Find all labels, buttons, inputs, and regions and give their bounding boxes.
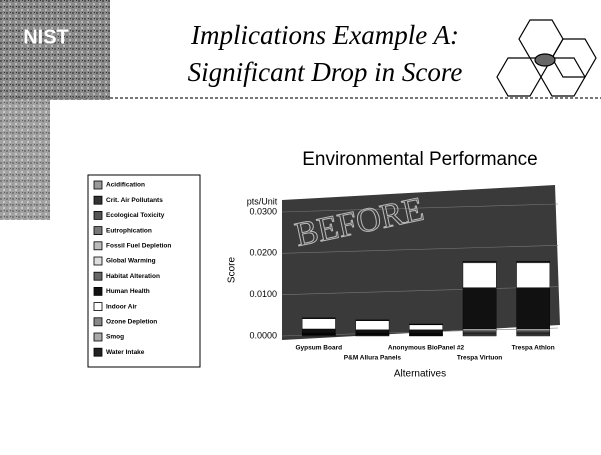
legend-label: Crit. Air Pollutants [106, 197, 163, 204]
legend [87, 174, 201, 368]
x-tick-label: Anonymous BioPanel #2 [388, 345, 465, 352]
legend-label: Water Intake [106, 349, 145, 356]
legend-label: Global Warming [106, 258, 156, 265]
y-unit: pts/Unit [247, 196, 278, 206]
legend-swatch [93, 226, 103, 236]
x-axis-label: Alternatives [394, 369, 446, 380]
hexagon-icon [496, 19, 597, 97]
legend-label: Ozone Depletion [106, 319, 157, 326]
bar-segment [516, 260, 551, 263]
legend-label: Fossil Fuel Depletion [106, 243, 171, 250]
logo: NIST [23, 26, 69, 48]
legend-label: Human Health [106, 288, 150, 295]
grid-line [281, 245, 559, 254]
side-strip [0, 100, 50, 220]
slide-title: Implications Example A: [190, 20, 459, 50]
legend-swatch [93, 180, 103, 190]
y-axis-label: Score [227, 257, 238, 284]
legend-swatch [93, 256, 103, 266]
legend-swatch [93, 210, 103, 220]
bar-segment [462, 260, 497, 263]
legend-swatch [93, 195, 103, 205]
bar-segment [355, 329, 390, 334]
legend-label: Ecological Toxicity [106, 212, 165, 219]
bar-segment [516, 287, 551, 330]
legend-swatch [93, 271, 103, 281]
bar-segment [301, 318, 336, 330]
legend-label: Habitat Alteration [106, 273, 160, 280]
grid-line [281, 203, 559, 213]
y-tick-label: 0.0200 [249, 248, 277, 258]
legend-swatch [93, 332, 103, 342]
bar-segment [409, 324, 443, 330]
logo-panel [0, 0, 110, 100]
grid-line [281, 286, 559, 295]
legend-swatch [93, 241, 103, 251]
bar-segment [516, 333, 551, 336]
y-tick-label: 0.0100 [249, 289, 277, 299]
bar-segment [462, 262, 497, 288]
bar-segment [355, 320, 390, 330]
slide-title: Significant Drop in Score [188, 57, 463, 87]
legend-swatch [93, 302, 103, 312]
bar-segment [409, 329, 443, 334]
legend-swatch [93, 347, 103, 357]
legend-swatch [93, 317, 103, 327]
x-tick-label: Trespa Virtuon [457, 355, 502, 362]
bar-segment [462, 333, 497, 336]
x-tick-label: Gypsum Board [296, 345, 343, 352]
bar-segment [462, 287, 497, 330]
legend-label: Smog [106, 334, 124, 341]
legend-label: Indoor Air [106, 303, 137, 310]
x-tick-label: Trespa Athlon [512, 345, 555, 352]
legend-label: Eutrophication [106, 227, 152, 234]
y-tick-label: 0.0300 [249, 206, 277, 216]
chart-title: Environmental Performance [302, 149, 538, 170]
y-tick-label: 0.0000 [249, 330, 277, 340]
bar-segment [301, 328, 336, 334]
legend-swatch [93, 286, 103, 296]
legend-label: Acidification [106, 182, 145, 189]
bar-segment [516, 262, 551, 288]
x-tick-label: P&M Allura Panels [344, 355, 402, 362]
